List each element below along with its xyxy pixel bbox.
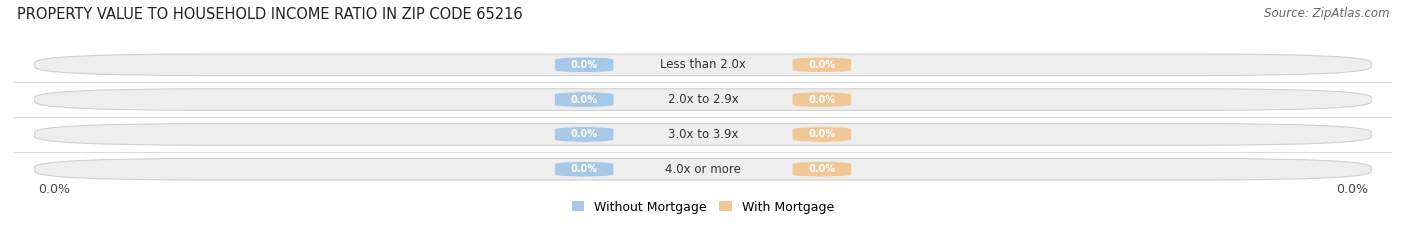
Text: 0.0%: 0.0% (1336, 183, 1368, 196)
FancyBboxPatch shape (35, 158, 1371, 180)
Text: 0.0%: 0.0% (571, 95, 598, 105)
Text: PROPERTY VALUE TO HOUSEHOLD INCOME RATIO IN ZIP CODE 65216: PROPERTY VALUE TO HOUSEHOLD INCOME RATIO… (17, 7, 523, 22)
FancyBboxPatch shape (35, 89, 1371, 110)
FancyBboxPatch shape (793, 92, 851, 107)
Text: 0.0%: 0.0% (808, 164, 835, 174)
Text: Less than 2.0x: Less than 2.0x (659, 58, 747, 71)
Text: 0.0%: 0.0% (571, 164, 598, 174)
FancyBboxPatch shape (555, 127, 613, 142)
FancyBboxPatch shape (793, 127, 851, 142)
Text: 0.0%: 0.0% (808, 129, 835, 139)
Text: 0.0%: 0.0% (571, 60, 598, 70)
FancyBboxPatch shape (555, 161, 613, 177)
Text: 0.0%: 0.0% (808, 60, 835, 70)
Text: 0.0%: 0.0% (38, 183, 70, 196)
FancyBboxPatch shape (555, 92, 613, 107)
FancyBboxPatch shape (793, 57, 851, 73)
Legend: Without Mortgage, With Mortgage: Without Mortgage, With Mortgage (567, 196, 839, 219)
FancyBboxPatch shape (35, 124, 1371, 145)
FancyBboxPatch shape (793, 161, 851, 177)
Text: 3.0x to 3.9x: 3.0x to 3.9x (668, 128, 738, 141)
Text: 4.0x or more: 4.0x or more (665, 163, 741, 176)
Text: 2.0x to 2.9x: 2.0x to 2.9x (668, 93, 738, 106)
FancyBboxPatch shape (35, 54, 1371, 76)
Text: 0.0%: 0.0% (571, 129, 598, 139)
Text: 0.0%: 0.0% (808, 95, 835, 105)
FancyBboxPatch shape (555, 57, 613, 73)
Text: Source: ZipAtlas.com: Source: ZipAtlas.com (1264, 7, 1389, 20)
